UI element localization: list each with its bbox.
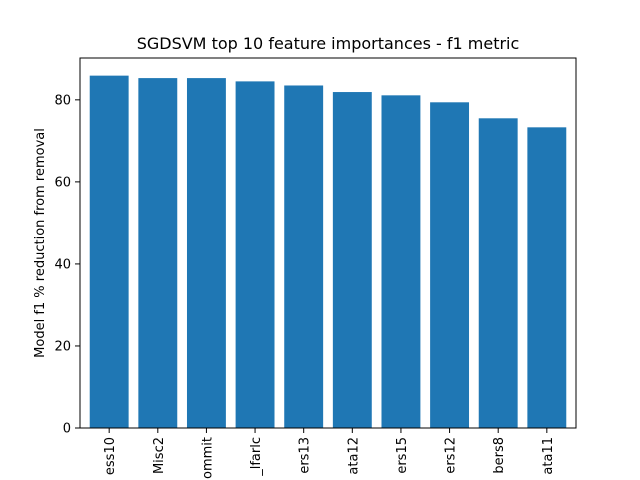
bar-ata12: [332, 92, 372, 428]
bars-group: [89, 75, 567, 429]
x-tick-label: ata12: [346, 437, 361, 475]
x-tick-label: bers8: [492, 437, 507, 474]
y-axis-label: Model f1 % reduction from removal: [33, 128, 48, 358]
x-ticks-group: ess10 Misc2 ommit _lfarlc ers13 ata12 ers15 ers…: [103, 428, 556, 479]
bar-_lfarlc: [235, 81, 275, 428]
y-tick-label: 60: [54, 175, 71, 190]
bar-ata11: [527, 127, 567, 428]
plot-frame: [79, 57, 577, 429]
bar-Misc2: [138, 78, 178, 428]
x-tick-label: _lfarlc: [249, 437, 264, 477]
y-tick-label: 80: [54, 93, 71, 108]
x-tick-label: ata11: [541, 437, 556, 475]
x-tick-label: ers13: [298, 437, 313, 474]
y-ticks-group: 0 20 40 60 80: [54, 93, 80, 437]
bar-ers15: [381, 95, 421, 429]
bar-ess10: [89, 75, 129, 428]
bar-ers12: [430, 102, 470, 429]
bar-ommit: [186, 78, 226, 428]
x-tick-label: Misc2: [152, 437, 167, 474]
chart-title: SGDSVM top 10 feature importances - f1 m…: [137, 34, 520, 53]
x-tick-label: ommit: [200, 437, 215, 479]
bar-ers13: [284, 85, 324, 428]
y-tick-label: 0: [63, 422, 71, 437]
x-tick-label: ers12: [444, 437, 459, 474]
y-tick-label: 20: [54, 339, 71, 354]
bar-bers8: [478, 118, 518, 429]
y-tick-label: 40: [54, 257, 71, 272]
x-tick-label: ess10: [103, 437, 118, 475]
x-tick-label: ers15: [395, 437, 410, 474]
